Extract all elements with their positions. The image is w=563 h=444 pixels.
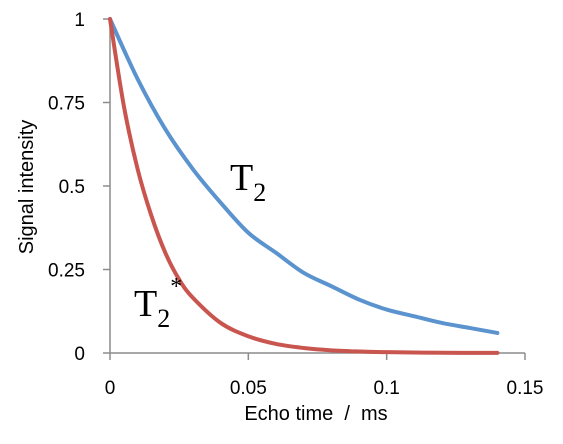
x-ticks: 0 0.05 0.1 0.15 (105, 353, 544, 399)
y-tick-label: 1 (74, 10, 85, 31)
series-label-t2-star: T2* (134, 274, 182, 333)
y-ticks: 0 0.25 0.5 0.75 1 (48, 10, 110, 365)
series-layer (108, 17, 500, 355)
x-tick-label: 0.15 (507, 378, 544, 399)
series-label-t2star-main: T (134, 283, 157, 325)
series-line-t2-star (108, 17, 500, 355)
x-tick-label: 0.1 (373, 378, 399, 399)
x-axis-label: Echo time / ms (244, 403, 387, 425)
y-tick-label: 0.5 (59, 177, 85, 198)
y-tick-label: 0.25 (48, 261, 85, 282)
series-label-t2-main: T (230, 157, 253, 199)
series-label-t2star-sup: * (170, 274, 182, 300)
y-tick-label: 0 (74, 344, 85, 365)
series-label-t2-sub: 2 (253, 178, 266, 207)
series-label-t2: T2 (230, 157, 266, 207)
series-label-t2star-sub: 2 (157, 304, 170, 333)
x-tick-label: 0 (105, 378, 116, 399)
x-tick-label: 0.05 (230, 378, 267, 399)
series-line-t2 (108, 17, 500, 335)
y-axis-label: Signal intensity (16, 120, 38, 255)
y-tick-label: 0.75 (48, 94, 85, 115)
